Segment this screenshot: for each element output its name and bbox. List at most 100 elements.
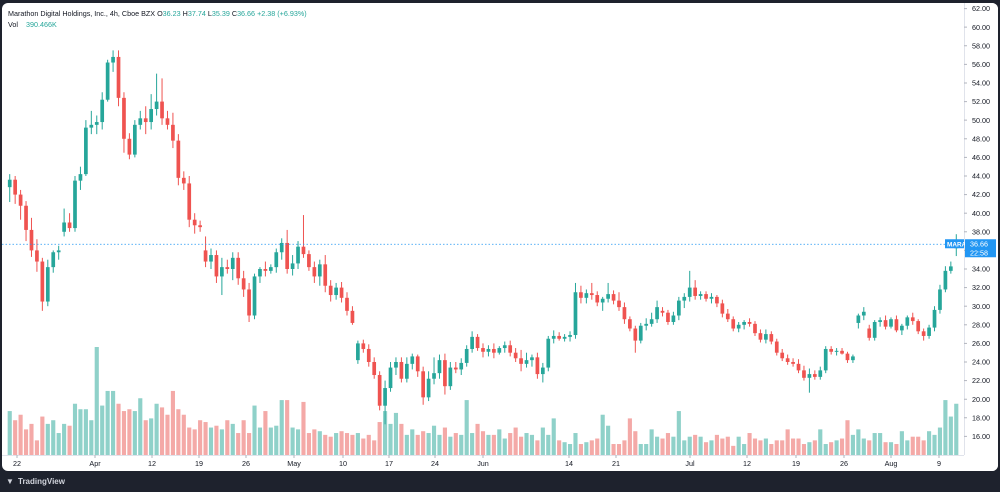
candle-body[interactable] <box>24 205 28 230</box>
candle-body[interactable] <box>317 264 322 277</box>
candle-body[interactable] <box>540 367 545 375</box>
candle-body[interactable] <box>834 350 839 352</box>
candle-body[interactable] <box>307 254 311 268</box>
candle-body[interactable] <box>290 263 295 269</box>
candle-body[interactable] <box>812 374 817 377</box>
candle-body[interactable] <box>769 334 774 342</box>
candle-body[interactable] <box>105 62 110 100</box>
candle-body[interactable] <box>366 348 371 362</box>
candle-body[interactable] <box>100 99 105 123</box>
candle-body[interactable] <box>236 257 241 279</box>
candle-body[interactable] <box>176 140 181 178</box>
candle-body[interactable] <box>459 362 464 370</box>
candle-body[interactable] <box>394 361 398 368</box>
price-axis-panel[interactable] <box>964 3 998 471</box>
candle-body[interactable] <box>910 317 915 322</box>
candle-body[interactable] <box>481 348 485 352</box>
candle-body[interactable] <box>606 294 610 299</box>
candle-body[interactable] <box>301 246 306 255</box>
candle-body[interactable] <box>268 267 273 271</box>
candle-body[interactable] <box>530 357 534 361</box>
candle-body[interactable] <box>519 358 523 364</box>
candle-body[interactable] <box>181 177 186 184</box>
candle-body[interactable] <box>258 268 262 277</box>
candle-body[interactable] <box>617 300 621 308</box>
candle-body[interactable] <box>94 122 99 125</box>
candle-body[interactable] <box>704 294 708 299</box>
candle-body[interactable] <box>644 323 649 326</box>
candle-body[interactable] <box>655 307 659 320</box>
candle-body[interactable] <box>845 353 850 361</box>
candle-body[interactable] <box>116 56 121 98</box>
candle-body[interactable] <box>470 336 474 349</box>
candle-body[interactable] <box>111 56 115 63</box>
candle-body[interactable] <box>791 361 795 364</box>
candle-body[interactable] <box>160 101 164 119</box>
candle-body[interactable] <box>774 341 779 353</box>
candle-body[interactable] <box>900 325 904 331</box>
candle-body[interactable] <box>889 319 893 327</box>
candle-body[interactable] <box>399 361 404 379</box>
candle-body[interactable] <box>932 309 937 328</box>
candle-body[interactable] <box>334 287 338 296</box>
candle-body[interactable] <box>513 352 518 359</box>
candle-body[interactable] <box>67 222 72 229</box>
candle-body[interactable] <box>453 367 458 370</box>
candle-body[interactable] <box>492 348 496 353</box>
candle-body[interactable] <box>323 264 328 286</box>
candle-body[interactable] <box>171 124 175 141</box>
candle-body[interactable] <box>780 352 785 359</box>
candle-body[interactable] <box>628 319 632 329</box>
candle-body[interactable] <box>78 174 83 181</box>
candle-body[interactable] <box>938 289 942 310</box>
candle-body[interactable] <box>328 285 333 296</box>
candle-body[interactable] <box>154 101 159 110</box>
candle-body[interactable] <box>736 324 741 329</box>
candle-body[interactable] <box>589 293 594 296</box>
candle-body[interactable] <box>802 370 806 378</box>
candle-body[interactable] <box>437 360 442 374</box>
candle-body[interactable] <box>861 311 866 316</box>
candle-body[interactable] <box>149 109 154 123</box>
candle-body[interactable] <box>742 322 746 325</box>
candle-body[interactable] <box>905 317 910 326</box>
candle-body[interactable] <box>187 183 192 220</box>
candle-body[interactable] <box>122 97 126 139</box>
candle-body[interactable] <box>426 378 431 398</box>
candle-body[interactable] <box>252 276 257 316</box>
candle-body[interactable] <box>214 255 219 277</box>
candle-body[interactable] <box>818 370 823 377</box>
candle-body[interactable] <box>45 267 50 302</box>
candle-body[interactable] <box>361 343 366 349</box>
candle-body[interactable] <box>18 194 23 206</box>
candle-body[interactable] <box>872 322 877 338</box>
candle-body[interactable] <box>611 294 616 301</box>
candle-body[interactable] <box>312 267 317 277</box>
candle-body[interactable] <box>622 307 627 320</box>
candle-body[interactable] <box>916 321 921 332</box>
candle-body[interactable] <box>764 334 768 340</box>
candle-body[interactable] <box>725 313 730 320</box>
candle-body[interactable] <box>127 138 132 155</box>
candle-body[interactable] <box>715 296 719 304</box>
candle-body[interactable] <box>13 179 18 195</box>
candle-body[interactable] <box>579 292 583 298</box>
candle-body[interactable] <box>84 127 88 175</box>
candle-body[interactable] <box>758 333 763 340</box>
candle-body[interactable] <box>546 338 551 368</box>
candle-body[interactable] <box>927 327 931 336</box>
candle-body[interactable] <box>143 118 148 123</box>
candle-body[interactable] <box>807 374 812 378</box>
candle-body[interactable] <box>198 225 202 228</box>
candle-body[interactable] <box>731 319 736 329</box>
candle-body[interactable] <box>89 124 94 128</box>
candle-body[interactable] <box>486 348 491 352</box>
tradingview-logo[interactable]: ▼ TradingView <box>6 477 65 486</box>
candle-body[interactable] <box>356 343 360 361</box>
candle-body[interactable] <box>921 331 926 336</box>
candle-body[interactable] <box>350 310 355 323</box>
candle-body[interactable] <box>747 322 752 324</box>
candle-body[interactable] <box>693 287 698 296</box>
candle-body[interactable] <box>225 267 230 269</box>
candle-body[interactable] <box>339 287 344 298</box>
